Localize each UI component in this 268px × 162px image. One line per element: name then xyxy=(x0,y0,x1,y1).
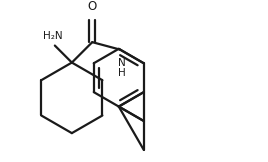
Text: H₂N: H₂N xyxy=(43,31,63,41)
Text: O: O xyxy=(88,0,97,13)
Text: N
H: N H xyxy=(118,58,126,78)
